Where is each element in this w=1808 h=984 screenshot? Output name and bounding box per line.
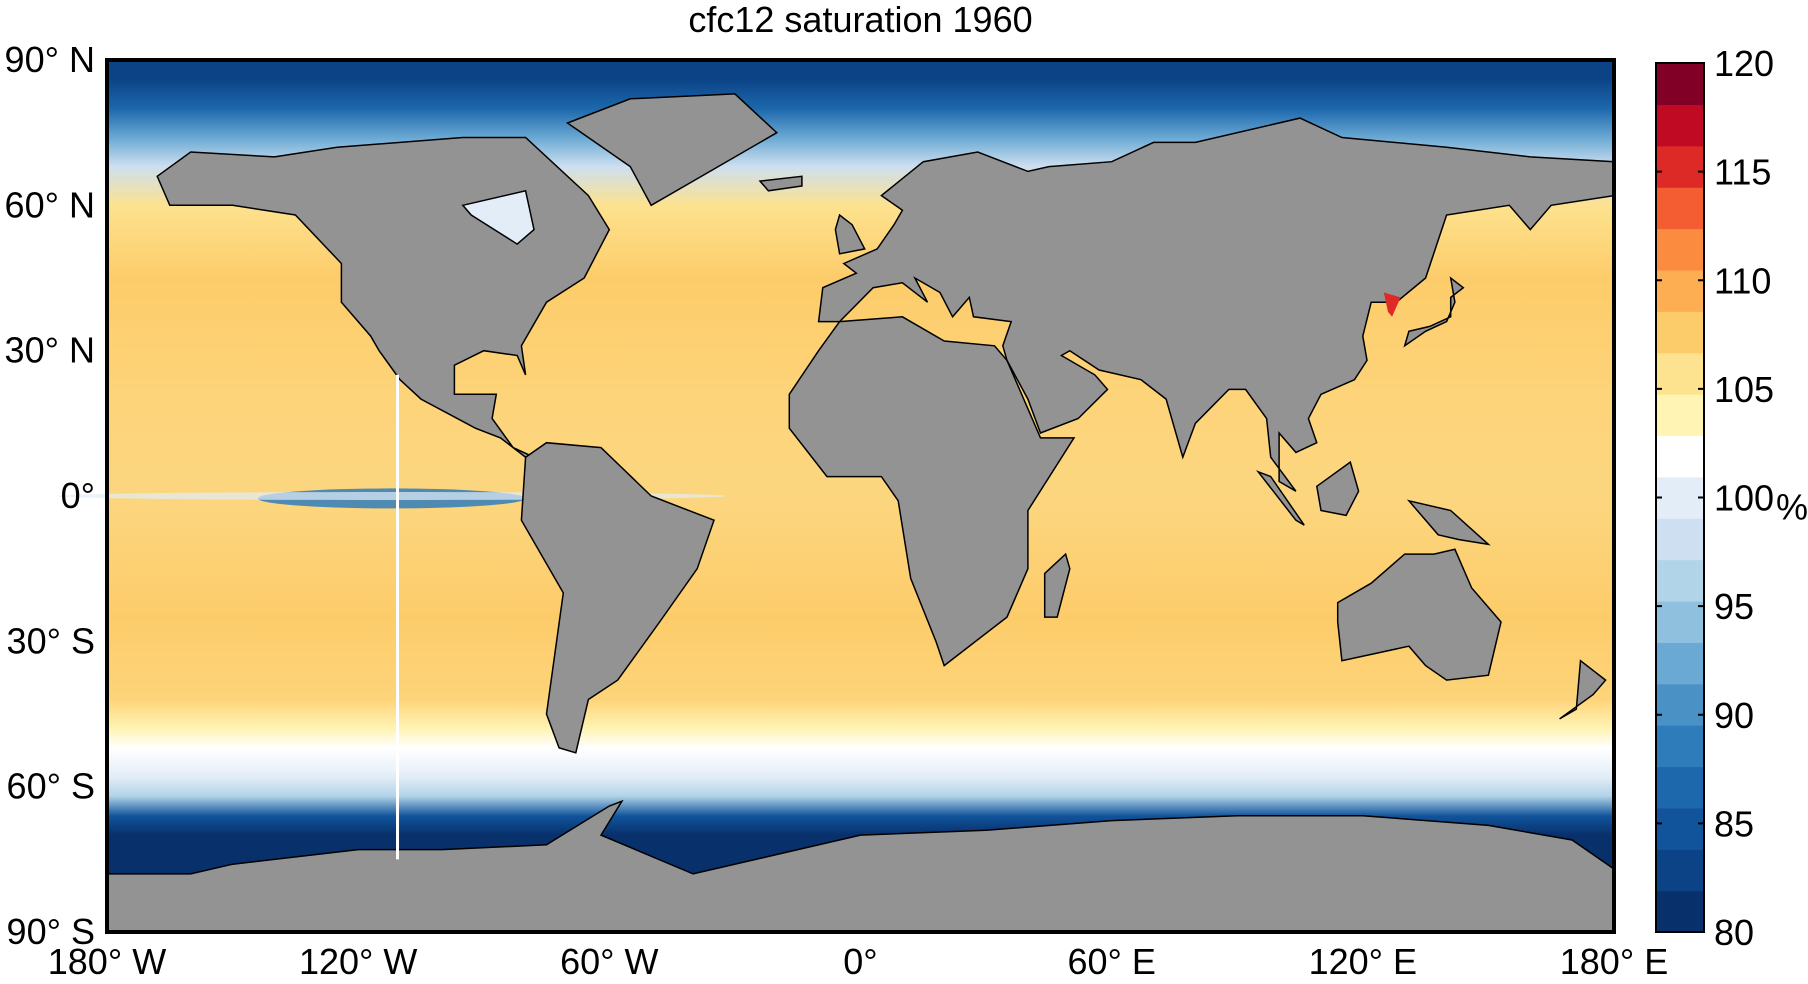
yellow-sea-high-saturation (1383, 292, 1401, 317)
map-title: cfc12 saturation 1960 (688, 0, 1033, 40)
colorbar-swatch (1656, 849, 1704, 892)
colorbar-tick-label: 90 (1714, 695, 1754, 736)
colorbar-swatch (1656, 518, 1704, 561)
colorbar-tick-label: 120 (1714, 43, 1774, 84)
x-tick-label: 120° E (1309, 941, 1417, 982)
x-tick-label: 180° W (48, 941, 166, 982)
y-tick-label: 90° S (7, 911, 95, 952)
colorbar-swatch (1656, 352, 1704, 395)
colorbar-tick-label: 110 (1714, 260, 1771, 301)
colorbar-swatch (1656, 766, 1704, 809)
y-tick-label: 90° N (5, 39, 95, 80)
landmass-japan (1403, 276, 1465, 348)
y-tick-label: 30° S (7, 620, 95, 661)
colorbar-swatch (1656, 187, 1704, 230)
colorbar-swatch (1656, 394, 1704, 437)
landmass-iceland (758, 175, 803, 192)
colorbar-swatch (1656, 269, 1704, 312)
y-tick-label: 60° S (7, 766, 95, 807)
map-frame (105, 58, 1616, 934)
colorbar-swatch (1656, 311, 1704, 354)
colorbar-swatch (1656, 559, 1704, 602)
colorbar-swatch (1656, 683, 1704, 726)
landmass-antarctica (106, 799, 1615, 933)
colorbar-tick-label: 85 (1714, 803, 1754, 844)
colorbar-tick-label: 95 (1714, 586, 1754, 627)
colorbar-swatch (1656, 104, 1704, 147)
colorbar-unit-label: % (1776, 487, 1808, 528)
landmass-africa (788, 316, 1076, 667)
colorbar-swatch (1656, 63, 1704, 105)
y-tick-label: 0° (61, 475, 95, 516)
colorbar-swatch (1656, 145, 1704, 188)
colorbar-swatch (1656, 600, 1704, 643)
x-tick-label: 60° E (1067, 941, 1155, 982)
x-tick-label: 180° E (1560, 941, 1668, 982)
x-tick-label: 0° (843, 941, 877, 982)
landmass-greenland (565, 93, 779, 207)
landmass-new-guinea (1406, 499, 1491, 546)
landmass-sumatra (1255, 470, 1305, 526)
landmass-eurasia (817, 117, 1615, 492)
colorbar-tick-label: 105 (1714, 369, 1774, 410)
colorbar-tick-label: 80 (1714, 912, 1754, 953)
hudson-bay (461, 189, 535, 246)
colorbar-swatch (1656, 435, 1704, 478)
landmass-new-zealand (1559, 659, 1607, 720)
landmass-borneo (1315, 460, 1360, 517)
y-tick-label: 60° N (5, 184, 95, 225)
landmass-madagascar (1043, 552, 1071, 618)
y-tick-label: 30° N (5, 330, 95, 371)
colorbar-tick-label: 115 (1714, 152, 1771, 193)
landmass-australia (1336, 548, 1502, 681)
x-tick-label: 60° W (560, 941, 658, 982)
colorbar-swatch (1656, 228, 1704, 271)
colorbar-tick-label: 100 (1714, 478, 1774, 519)
colorbar-swatch (1656, 890, 1704, 933)
landmass-south-america (520, 441, 715, 754)
colorbar-swatch (1656, 476, 1704, 519)
x-tick-label: 120° W (299, 941, 417, 982)
colorbar-swatch (1656, 725, 1704, 768)
colorbar-swatch (1656, 642, 1704, 685)
colorbar-swatch (1656, 807, 1704, 850)
landmass-great-britain (834, 213, 866, 255)
